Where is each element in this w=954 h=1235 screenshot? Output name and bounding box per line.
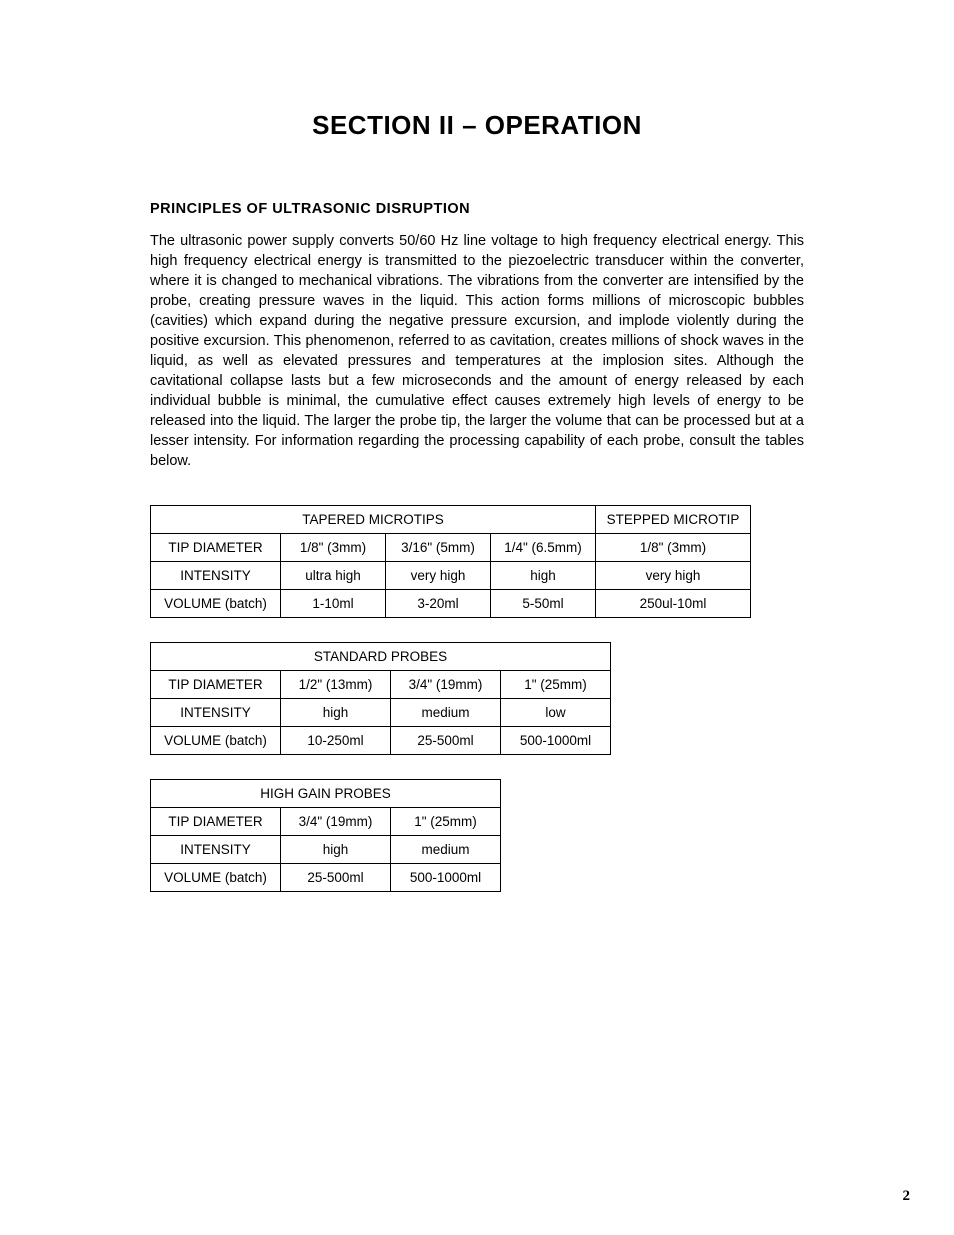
document-page: SECTION II – OPERATION PRINCIPLES OF ULT…: [0, 0, 954, 1235]
cell: 1/8" (3mm): [596, 534, 751, 562]
principles-body: The ultrasonic power supply converts 50/…: [150, 231, 804, 471]
cell: ultra high: [281, 562, 386, 590]
cell: 1" (25mm): [391, 808, 501, 836]
cell: 500-1000ml: [501, 727, 611, 755]
cell: 1/2" (13mm): [281, 671, 391, 699]
row-label: TIP DIAMETER: [151, 808, 281, 836]
cell: 1/8" (3mm): [281, 534, 386, 562]
row-label: TIP DIAMETER: [151, 671, 281, 699]
standard-header: STANDARD PROBES: [151, 643, 611, 671]
page-number: 2: [903, 1188, 911, 1205]
row-label: VOLUME (batch): [151, 590, 281, 618]
cell: 1" (25mm): [501, 671, 611, 699]
cell: 3/4" (19mm): [281, 808, 391, 836]
microtips-table: TAPERED MICROTIPS STEPPED MICROTIP TIP D…: [150, 505, 751, 618]
cell: high: [281, 836, 391, 864]
cell: medium: [391, 836, 501, 864]
row-label: VOLUME (batch): [151, 864, 281, 892]
cell: 250ul-10ml: [596, 590, 751, 618]
cell: low: [501, 699, 611, 727]
cell: 10-250ml: [281, 727, 391, 755]
cell: 1-10ml: [281, 590, 386, 618]
principles-heading: PRINCIPLES OF ULTRASONIC DISRUPTION: [150, 201, 804, 217]
stepped-header: STEPPED MICROTIP: [596, 506, 751, 534]
cell: 1/4" (6.5mm): [491, 534, 596, 562]
row-label: VOLUME (batch): [151, 727, 281, 755]
cell: very high: [596, 562, 751, 590]
row-label: TIP DIAMETER: [151, 534, 281, 562]
tapered-header: TAPERED MICROTIPS: [151, 506, 596, 534]
cell: 25-500ml: [281, 864, 391, 892]
cell: 3-20ml: [386, 590, 491, 618]
high-gain-probes-table: HIGH GAIN PROBES TIP DIAMETER 3/4" (19mm…: [150, 779, 501, 892]
cell: very high: [386, 562, 491, 590]
cell: 3/16" (5mm): [386, 534, 491, 562]
highgain-header: HIGH GAIN PROBES: [151, 780, 501, 808]
section-title: SECTION II – OPERATION: [150, 110, 804, 141]
row-label: INTENSITY: [151, 836, 281, 864]
cell: 500-1000ml: [391, 864, 501, 892]
cell: 5-50ml: [491, 590, 596, 618]
cell: medium: [391, 699, 501, 727]
standard-probes-table: STANDARD PROBES TIP DIAMETER 1/2" (13mm)…: [150, 642, 611, 755]
row-label: INTENSITY: [151, 699, 281, 727]
cell: 3/4" (19mm): [391, 671, 501, 699]
cell: 25-500ml: [391, 727, 501, 755]
cell: high: [491, 562, 596, 590]
cell: high: [281, 699, 391, 727]
row-label: INTENSITY: [151, 562, 281, 590]
